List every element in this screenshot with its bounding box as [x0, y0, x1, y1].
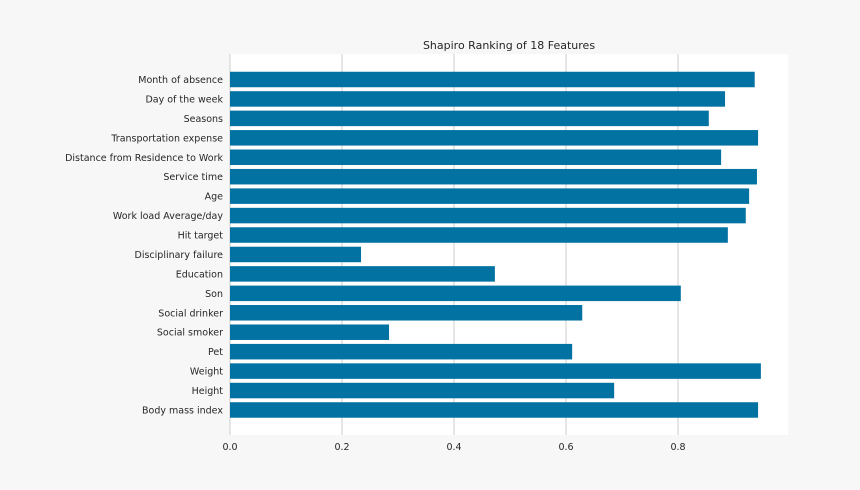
bar [230, 188, 750, 204]
bar [230, 168, 757, 185]
x-tick-label: 0.6 [558, 442, 573, 453]
bar [230, 305, 583, 321]
y-tick-label: Weight [190, 367, 223, 378]
bar [230, 363, 761, 379]
y-tick-label: Son [205, 289, 223, 300]
bar [230, 110, 709, 127]
y-tick-label: Disciplinary failure [135, 250, 224, 261]
y-tick-label: Height [192, 386, 224, 397]
bar [230, 130, 759, 146]
y-tick-label: Social drinker [158, 308, 223, 319]
y-tick-label: Seasons [184, 114, 223, 125]
chart-title: Shapiro Ranking of 18 Features [423, 39, 595, 52]
bar [230, 402, 759, 418]
x-tick-label: 0.2 [334, 442, 349, 453]
y-tick-label: Month of absence [138, 75, 223, 86]
x-tick-label: 0.8 [670, 442, 685, 453]
bar [230, 324, 390, 340]
bar [230, 266, 495, 282]
y-tick-label: Transportation expense [110, 133, 223, 144]
y-tick-label: Hit target [178, 231, 224, 242]
bar [230, 227, 728, 243]
bar [230, 207, 746, 224]
y-tick-label: Service time [163, 172, 223, 183]
y-tick-label: Day of the week [145, 94, 223, 105]
bar [230, 246, 362, 263]
y-tick-label: Age [205, 192, 224, 203]
y-tick-label: Distance from Residence to Work [65, 153, 223, 164]
bar [230, 382, 615, 399]
y-tick-label: Education [176, 269, 223, 280]
y-tick-label: Pet [208, 347, 223, 358]
bar [230, 91, 726, 107]
x-tick-label: 0.4 [446, 442, 461, 453]
bar [230, 343, 573, 360]
y-tick-label: Body mass index [142, 405, 223, 416]
bar [230, 285, 681, 302]
y-tick-label: Social smoker [157, 328, 223, 339]
bar [230, 71, 755, 88]
y-tick-label: Work load Average/day [113, 211, 223, 222]
x-tick-label: 0.0 [222, 442, 237, 453]
bar [230, 149, 722, 166]
